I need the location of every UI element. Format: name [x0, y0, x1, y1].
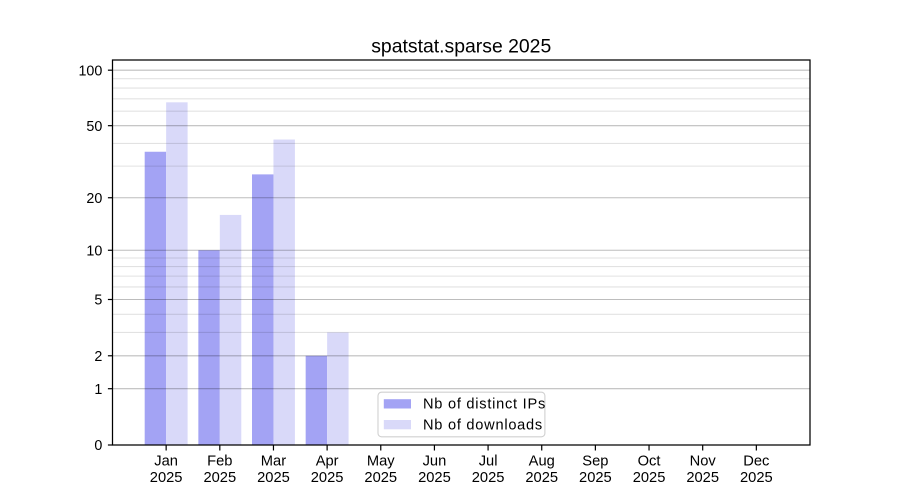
svg-text:Jul: Jul — [479, 454, 498, 470]
svg-text:2025: 2025 — [633, 470, 666, 486]
svg-text:2025: 2025 — [525, 470, 558, 486]
svg-text:2025: 2025 — [418, 470, 451, 486]
svg-text:Apr: Apr — [316, 454, 339, 470]
svg-text:Nov: Nov — [690, 454, 717, 470]
svg-text:2025: 2025 — [203, 470, 236, 486]
svg-text:2025: 2025 — [150, 470, 183, 486]
svg-text:Mar: Mar — [261, 454, 286, 470]
svg-text:2025: 2025 — [257, 470, 290, 486]
svg-text:2025: 2025 — [311, 470, 344, 486]
svg-text:1: 1 — [94, 382, 102, 398]
svg-text:2: 2 — [94, 349, 102, 365]
svg-text:2025: 2025 — [686, 470, 719, 486]
svg-text:Feb: Feb — [207, 454, 232, 470]
svg-text:50: 50 — [86, 119, 102, 135]
svg-text:2025: 2025 — [579, 470, 612, 486]
svg-text:0: 0 — [94, 438, 102, 454]
svg-text:2025: 2025 — [364, 470, 397, 486]
svg-text:Nb of downloads: Nb of downloads — [423, 417, 543, 433]
svg-text:10: 10 — [86, 243, 102, 259]
svg-text:2025: 2025 — [740, 470, 773, 486]
svg-text:Oct: Oct — [638, 454, 661, 470]
svg-text:Dec: Dec — [743, 454, 769, 470]
svg-text:Jan: Jan — [154, 454, 178, 470]
svg-text:Aug: Aug — [529, 454, 555, 470]
svg-text:Nb of distinct IPs: Nb of distinct IPs — [423, 396, 546, 412]
svg-text:spatstat.sparse 2025: spatstat.sparse 2025 — [371, 36, 551, 58]
svg-text:Jun: Jun — [423, 454, 447, 470]
svg-text:100: 100 — [78, 63, 102, 79]
svg-text:Sep: Sep — [582, 454, 608, 470]
svg-text:20: 20 — [86, 191, 102, 207]
svg-text:2025: 2025 — [472, 470, 505, 486]
svg-text:May: May — [367, 454, 395, 470]
svg-text:5: 5 — [94, 293, 102, 309]
